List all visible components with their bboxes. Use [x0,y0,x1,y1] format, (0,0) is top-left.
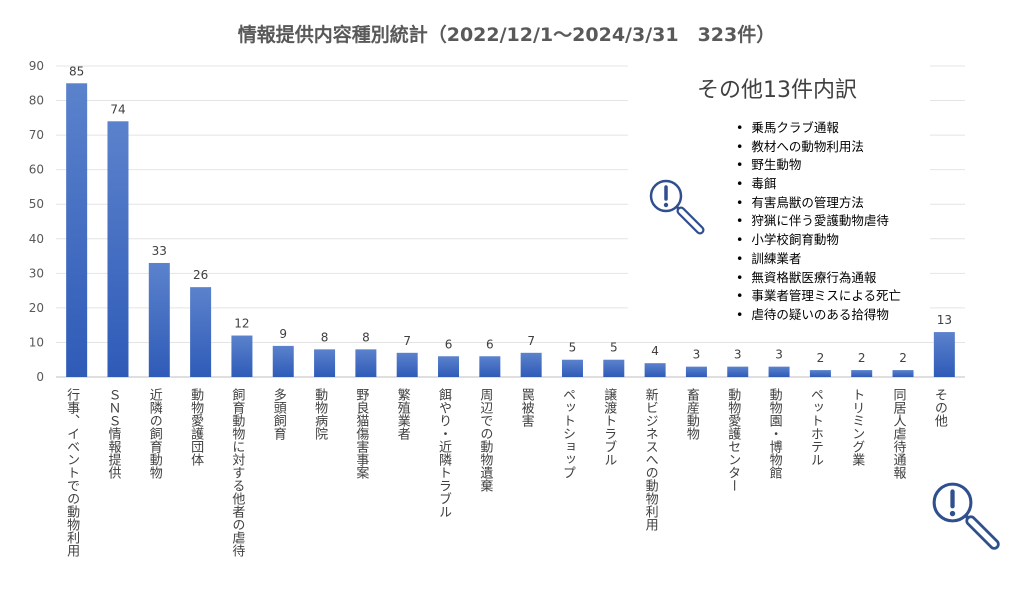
bar [727,366,749,377]
y-tick-label: 30 [29,266,44,280]
bar [561,359,583,377]
data-label: 2 [858,351,866,365]
bar [314,349,336,377]
data-label: 7 [527,334,535,348]
breakdown-item: 有害鳥獣の管理方法 [736,194,901,213]
data-label: 13 [937,313,952,327]
x-tick-label: その他 [932,388,948,428]
x-tick-label: 譲渡トラブル [601,387,617,466]
magnifier-exclamation-icon [932,482,1000,550]
data-label: 3 [734,348,742,362]
breakdown-item: 狩猟に伴う愛護動物虐待 [736,212,901,231]
bar [272,345,294,377]
breakdown-title: その他13件内訳 [697,78,857,103]
data-label: 26 [193,268,208,282]
x-tick-label: 罠被害 [519,388,535,428]
data-label: 6 [445,337,453,351]
chart-title: 情報提供内容種別統計（2022/12/1〜2024/3/31 323件） [237,24,776,46]
data-label: 6 [486,337,494,351]
data-label: 5 [610,341,618,355]
bar [107,121,129,378]
bars [66,83,955,378]
y-tick-label: 80 [29,94,44,108]
breakdown-item: 事業者管理ミスによる死亡 [736,287,901,306]
bar [644,363,666,377]
breakdown-item: 小学校飼育動物 [736,231,901,250]
breakdown-item: 毒餌 [736,175,901,194]
breakdown-item: 野生動物 [736,156,901,175]
data-label: 8 [362,330,370,344]
breakdown-list: 乗馬クラブ通報教材への動物利用法野生動物毒餌有害鳥獣の管理方法狩猟に伴う愛護動物… [736,119,901,325]
data-label: 9 [279,327,287,341]
bar [851,370,873,377]
x-tick-label: 同居人虐待通報 [891,388,907,479]
data-label: 8 [321,330,329,344]
bar [396,352,418,377]
x-tick-label: 畜産動物 [684,387,700,441]
x-tick-label: 動物愛護団体 [188,388,204,466]
bar [933,332,955,377]
y-tick-label: 70 [29,128,44,142]
y-tick-label: 40 [29,232,44,246]
y-tick-label: 90 [29,59,44,73]
bar [520,352,542,377]
x-axis-labels: 行事、イベントでの動物利用 ＳＮＳ情報提供 近隣の飼育動物 動物愛護団体 飼育動物に対す… [64,387,947,558]
data-label: 2 [817,351,825,365]
bar [809,370,831,377]
data-label: 33 [152,244,167,258]
data-label: 2 [899,351,907,365]
x-tick-label: 周辺での動物遺棄 [477,388,493,492]
breakdown-item: 教材への動物利用法 [736,138,901,157]
breakdown-item: 虐待の疑いのある拾得物 [736,306,901,325]
data-label: 4 [651,344,659,358]
y-axis-ticks: 0 10 20 30 40 50 60 70 80 90 [29,59,44,384]
x-tick-label: ペットショップ [560,388,576,479]
data-label: 3 [775,348,783,362]
bar [768,366,790,377]
x-tick-label: 野良猫傷害事案 [353,388,369,479]
data-label: 7 [403,334,411,348]
bar [892,370,914,377]
bar [148,262,170,377]
x-tick-label: 行事、イベントでの動物利用 [64,388,80,558]
bar [685,366,707,377]
bar [438,356,460,377]
data-label: 74 [110,102,125,116]
y-tick-label: 0 [36,370,44,384]
data-label: 3 [693,348,701,362]
x-tick-label: 多頭飼育 [271,387,287,441]
data-label: 5 [569,341,577,355]
x-tick-label: 餌やり・近隣トラブル [436,388,452,518]
breakdown-item: 無資格獣医療行為通報 [736,269,901,288]
x-tick-label: 新ビジネスへの動物利用 [643,387,659,532]
bar [355,349,377,377]
bar [479,356,501,377]
x-tick-label: ペットホテル [808,388,824,466]
x-tick-label: 近隣の飼育動物 [147,388,163,480]
y-tick-label: 20 [29,301,44,315]
x-tick-label: ＳＮＳ情報提供 [105,388,121,479]
data-label: 85 [69,64,84,78]
bar [603,359,625,377]
x-tick-label: トリミング業 [849,388,865,466]
x-tick-label: 動物病院 [312,388,328,440]
bar [190,287,212,377]
y-tick-label: 50 [29,197,44,211]
data-label: 12 [234,317,249,331]
bar [66,83,88,378]
y-tick-label: 60 [29,163,44,177]
bar [231,335,253,377]
x-tick-label: 動物愛護センター [725,388,741,492]
x-tick-label: 動物園・博物館 [767,388,783,479]
y-tick-label: 10 [29,335,44,349]
x-tick-label: 繁殖業者 [395,387,411,441]
magnifier-exclamation-icon [649,179,705,235]
x-tick-label: 飼育動物に対する他者の虐待 [229,388,245,557]
breakdown-item: 乗馬クラブ通報 [736,119,901,138]
breakdown-item: 訓練業者 [736,250,901,269]
